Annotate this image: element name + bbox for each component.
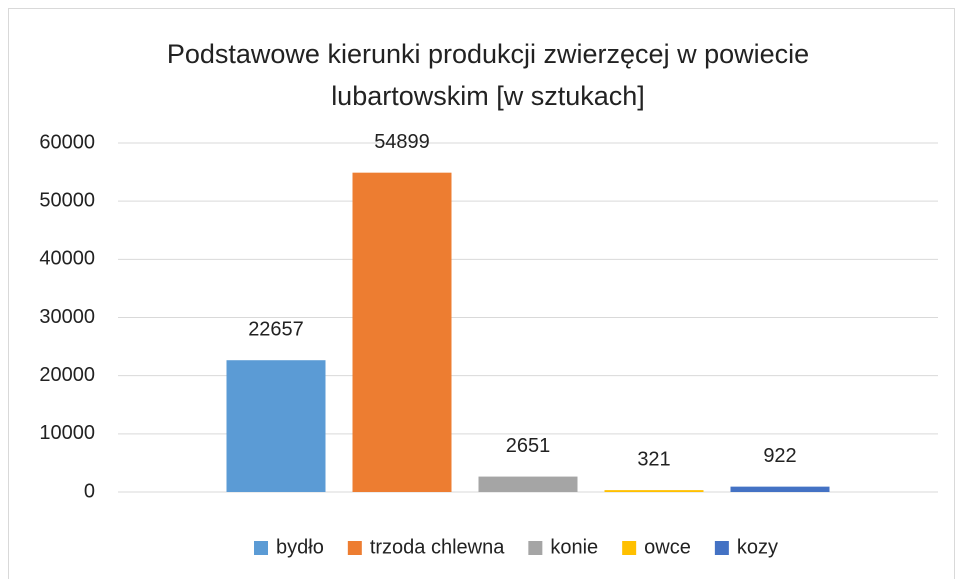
bar [478,476,578,492]
y-tick-label: 20000 [39,364,95,386]
bar [604,490,704,492]
legend-label: konie [550,536,598,558]
y-tick-label: 0 [84,480,95,502]
y-tick-label: 50000 [39,189,95,211]
data-label: 2651 [506,435,551,457]
legend-swatch [528,541,543,555]
legend-label: owce [644,536,691,558]
bar [226,360,326,492]
y-tick-label: 60000 [39,131,95,153]
data-label: 321 [637,448,670,470]
legend-swatch [254,541,269,555]
legend-label: kozy [737,536,778,558]
bar [730,486,830,492]
data-label: 22657 [248,318,304,340]
legend-swatch [347,541,362,555]
y-tick-label: 40000 [39,248,95,270]
data-label: 54899 [374,131,430,153]
legend-swatch [714,541,729,555]
data-label: 922 [763,445,796,467]
bar [352,172,452,492]
chart-title: Podstawowe kierunki produkcji zwierzęcej… [166,39,810,111]
y-tick-label: 30000 [39,306,95,328]
y-tick-label: 10000 [39,422,95,444]
legend-label: bydło [276,536,324,558]
legend-label: trzoda chlewna [370,536,505,558]
legend-swatch [622,541,637,555]
